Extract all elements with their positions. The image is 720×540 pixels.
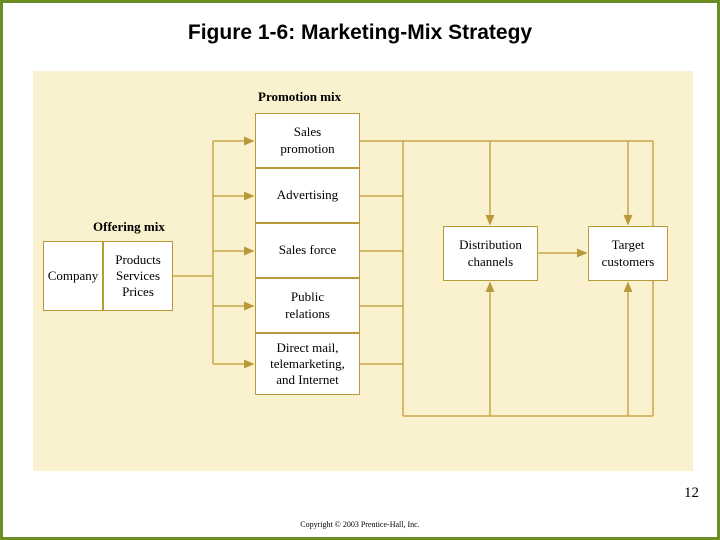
copyright-text: Copyright © 2003 Prentice-Hall, Inc.: [3, 520, 717, 529]
target-box: Target customers: [588, 226, 668, 281]
products-box: Products Services Prices: [103, 241, 173, 311]
slide: Figure 1-6: Marketing-Mix Strategy: [0, 0, 720, 540]
public-relations-box: Public relations: [255, 278, 360, 333]
page-number: 12: [684, 485, 699, 502]
offering-mix-label: Offering mix: [93, 219, 165, 235]
promotion-mix-label: Promotion mix: [258, 89, 341, 105]
diagram-area: Offering mix Promotion mix Company Produ…: [33, 71, 693, 471]
distribution-box: Distribution channels: [443, 226, 538, 281]
figure-title: Figure 1-6: Marketing-Mix Strategy: [3, 21, 717, 45]
company-box: Company: [43, 241, 103, 311]
direct-mail-box: Direct mail, telemarketing, and Internet: [255, 333, 360, 395]
sales-force-box: Sales force: [255, 223, 360, 278]
sales-promotion-box: Sales promotion: [255, 113, 360, 168]
advertising-box: Advertising: [255, 168, 360, 223]
